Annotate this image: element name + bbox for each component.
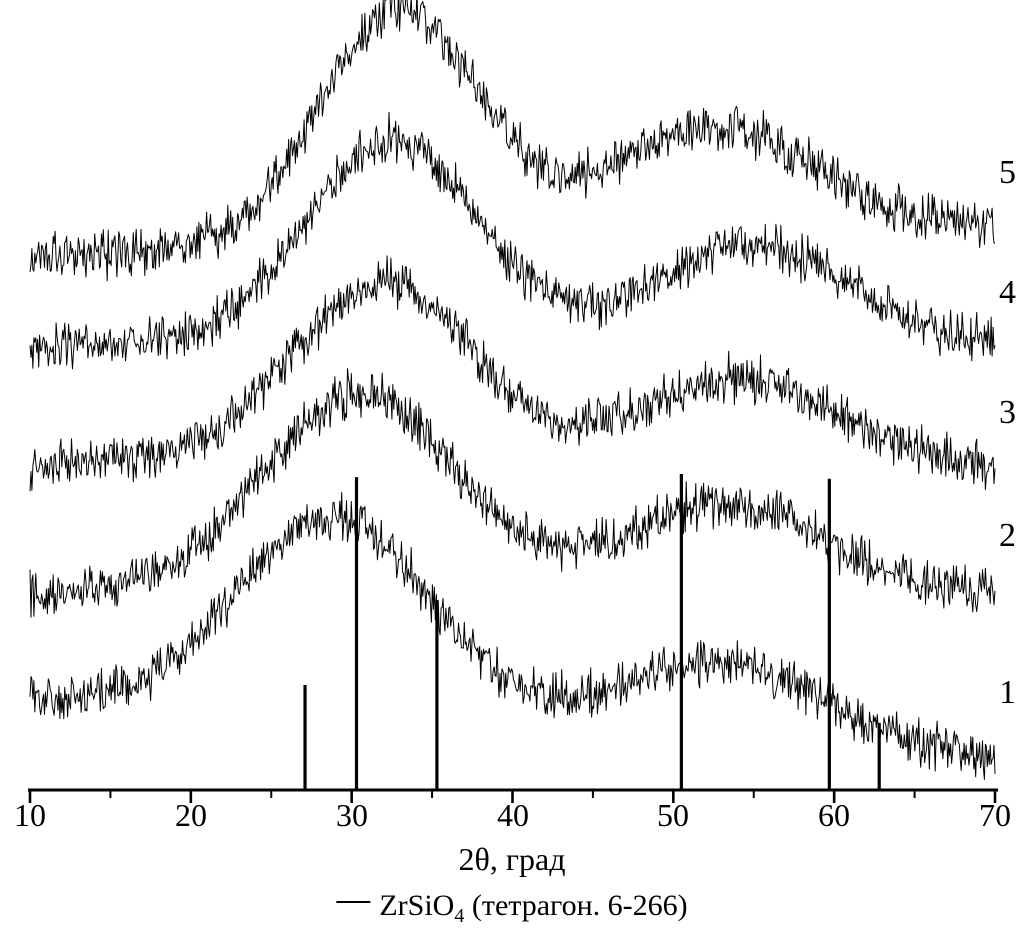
x-tick-label: 10	[14, 797, 46, 833]
curve-label-2: 2	[999, 517, 1016, 554]
x-tick-label: 30	[336, 797, 368, 833]
legend-suffix: (тетрагон. 6-266)	[464, 889, 688, 922]
legend: ZrSiO4 (тетрагон. 6-266)	[336, 888, 688, 928]
x-axis-title: 2θ, град	[458, 841, 566, 877]
legend-formula-subscript: 4	[454, 905, 465, 927]
curve-label-3: 3	[999, 394, 1016, 431]
diffractogram-curve-5	[29, 0, 996, 282]
x-tick-label: 20	[175, 797, 207, 833]
x-tick-label: 50	[657, 797, 689, 833]
diffractogram-curve-1	[29, 492, 996, 780]
x-tick-label: 60	[818, 797, 850, 833]
diffractogram-curve-2	[29, 368, 996, 618]
curve-label-4: 4	[999, 274, 1016, 311]
legend-formula: ZrSiO	[379, 889, 455, 922]
curve-label-5: 5	[999, 154, 1016, 191]
x-tick-label: 40	[497, 797, 529, 833]
diffractogram-curve-4	[29, 112, 996, 370]
diffractogram-curve-3	[29, 255, 996, 492]
legend-line-swatch	[336, 901, 371, 904]
x-tick-label: 70	[979, 797, 1011, 833]
curve-label-1: 1	[999, 674, 1016, 711]
